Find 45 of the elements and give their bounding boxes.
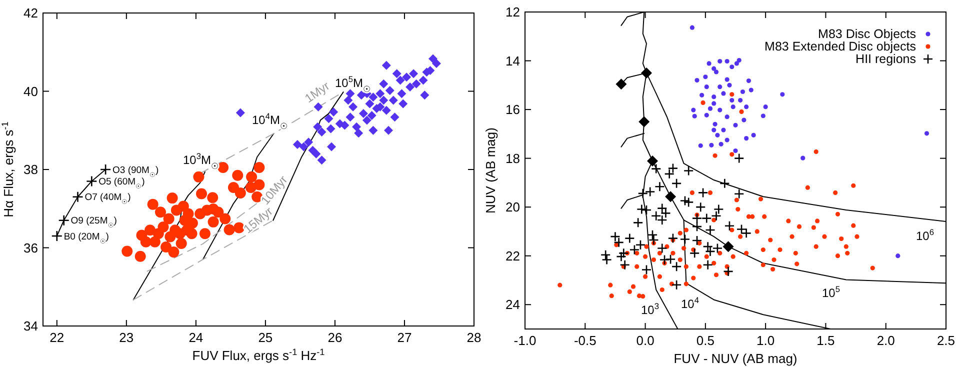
- y-tick-label: 36: [24, 240, 38, 256]
- y-tick-label: 38: [24, 162, 38, 177]
- y-tick-label: 12: [506, 4, 520, 20]
- y-tick-label: 18: [506, 150, 520, 166]
- x-tick-label: 22: [50, 330, 64, 345]
- annotation: 10$^{3}$M$_{☉}$: [183, 151, 218, 172]
- y-tick-label: 16: [506, 102, 520, 118]
- annotation: 10$^{5}$: [822, 284, 840, 300]
- legend-label: HII regions: [856, 52, 916, 66]
- x-tick-label: 28: [466, 330, 482, 345]
- x-axis-title: FUV Flux, ergs s$^{-1}$ Hz$^{-1}$: [192, 347, 325, 363]
- x-tick-label: 25: [258, 330, 273, 345]
- x-tick-label: 1.5: [816, 333, 835, 348]
- annotation: 1Myr: [302, 78, 332, 106]
- y-tick-label: 40: [24, 84, 38, 99]
- annotation: O9 (25M$_{☉}$): [70, 216, 117, 230]
- annotation: O3 (90M$_{☉}$): [112, 164, 159, 178]
- y-tick-label: 34: [24, 318, 38, 334]
- annotation: 10$^{4}$: [681, 295, 700, 312]
- annotation: O5 (60M$_{☉}$): [98, 176, 145, 190]
- legend-label: M83 Extended Disc objects: [764, 40, 916, 54]
- legend-label: M83 Disc Objects: [818, 27, 916, 41]
- x-axis-title: FUV - NUV (AB mag): [674, 351, 798, 366]
- annotation: O7 (40M$_{☉}$): [84, 192, 131, 206]
- x-tick-label: -0.5: [574, 333, 596, 348]
- annotation: 10$^{3}$: [641, 301, 660, 318]
- y-axis-title: NUV (AB mag): [483, 128, 498, 214]
- annotation: B0 (20M$_{☉}$): [64, 231, 109, 245]
- x-tick-label: 1.0: [756, 333, 775, 348]
- y-tick-label: 24: [506, 297, 520, 312]
- x-tick-label: 23: [119, 330, 134, 345]
- x-tick-label: 2.0: [876, 333, 895, 348]
- x-tick-label: 0.0: [636, 333, 654, 348]
- x-tick-label: 24: [188, 330, 204, 345]
- x-tick-label: 26: [328, 330, 342, 345]
- x-tick-label: -1.0: [514, 333, 536, 348]
- y-tick-label: 14: [506, 53, 520, 68]
- x-tick-label: 2.5: [936, 333, 956, 348]
- y-tick-label: 22: [506, 248, 520, 264]
- y-tick-label: 42: [24, 6, 38, 20]
- y-tick-label: 20: [506, 200, 520, 215]
- x-tick-label: 0.5: [696, 333, 714, 348]
- annotation: 10$^{6}$: [916, 227, 934, 244]
- annotation: 10$^{4}$M$_{☉}$: [252, 111, 288, 132]
- x-tick-label: 27: [397, 330, 412, 345]
